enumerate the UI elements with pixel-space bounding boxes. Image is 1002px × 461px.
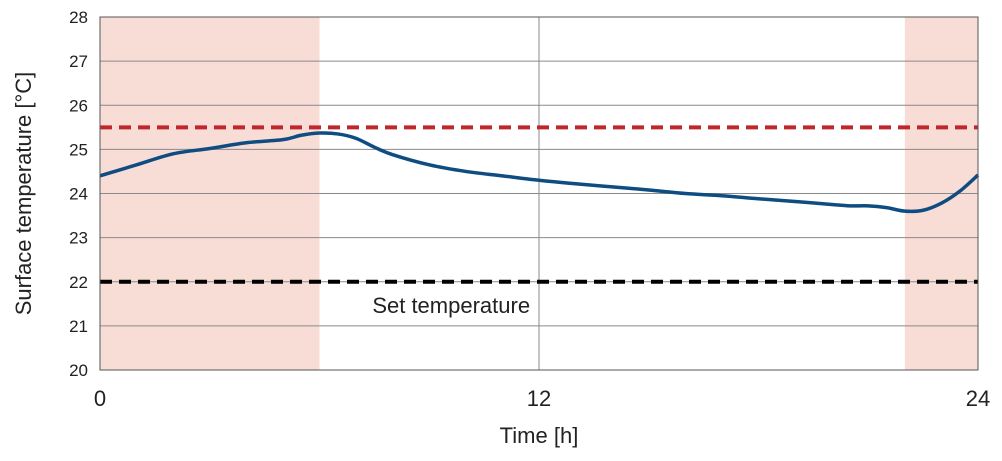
y-tick-label: 24 xyxy=(69,185,88,204)
x-tick-label: 24 xyxy=(966,386,990,411)
y-tick-label: 27 xyxy=(69,52,88,71)
y-tick-label: 21 xyxy=(69,317,88,336)
y-tick-label: 22 xyxy=(69,273,88,292)
tick-labels: 20 21 22 23 24 25 26 27 28 0 12 24 xyxy=(69,8,990,411)
x-tick-label: 12 xyxy=(527,386,551,411)
y-tick-label: 28 xyxy=(69,8,88,27)
set-temperature-label: Set temperature xyxy=(372,293,530,318)
y-tick-label: 25 xyxy=(69,140,88,159)
reference-lines xyxy=(100,125,978,284)
plot-frame xyxy=(99,16,979,371)
series-layer xyxy=(99,131,980,214)
x-tick-label: 0 xyxy=(94,386,106,411)
series-line-0 xyxy=(99,131,980,214)
x-axis-title: Time [h] xyxy=(500,423,579,448)
y-tick-label: 20 xyxy=(69,361,88,380)
y-tick-label: 23 xyxy=(69,229,88,248)
y-axis-title: Surface temperature [°C] xyxy=(11,72,36,316)
y-tick-label: 26 xyxy=(69,96,88,115)
